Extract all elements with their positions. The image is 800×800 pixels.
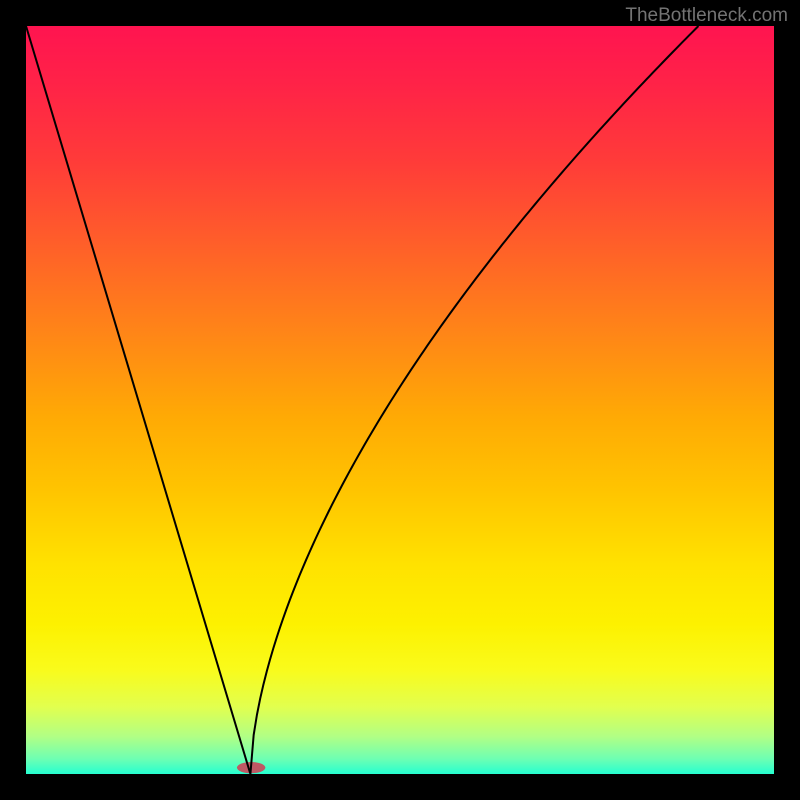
watermark-text: TheBottleneck.com <box>625 5 788 26</box>
bottleneck-chart: TheBottleneck.com <box>0 0 800 800</box>
